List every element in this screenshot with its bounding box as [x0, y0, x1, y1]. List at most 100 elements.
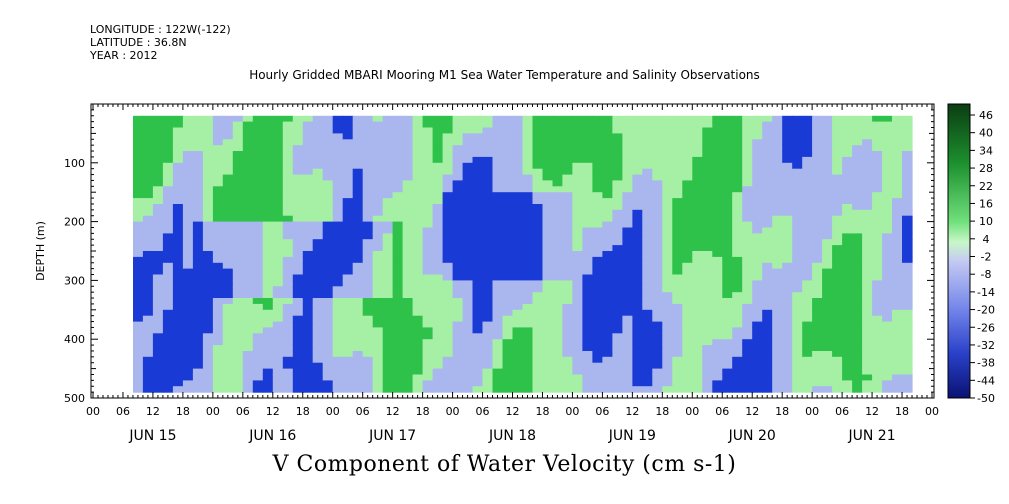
heatmap-cell [242, 162, 254, 170]
heatmap-cell [572, 303, 583, 311]
heatmap-cell [312, 133, 324, 140]
heatmap-cell [752, 298, 763, 305]
heatmap-cell [432, 127, 444, 134]
heatmap-cell [672, 292, 683, 299]
heatmap-cell [292, 180, 304, 187]
heatmap-cell [892, 204, 903, 211]
heatmap-cell [522, 215, 534, 223]
heatmap-cell [262, 168, 274, 176]
heatmap-cell [202, 221, 214, 229]
heatmap-cell [462, 209, 474, 217]
heatmap-cell [133, 221, 144, 229]
heatmap-cell [682, 115, 693, 123]
heatmap-cell [282, 368, 294, 376]
heatmap-cell [852, 251, 863, 258]
x-tick-label: 18 [416, 405, 430, 418]
heatmap-cell [822, 292, 833, 299]
heatmap-cell [642, 256, 653, 264]
heatmap-cell [532, 356, 544, 364]
heatmap-cell [232, 162, 244, 170]
heatmap-cell [372, 251, 384, 258]
heatmap-cell [512, 339, 524, 346]
heatmap-cell [342, 345, 354, 352]
heatmap-cell [192, 327, 204, 334]
heatmap-cell [892, 327, 903, 334]
heatmap-cell [662, 374, 673, 381]
heatmap-cell [142, 204, 154, 211]
heatmap-cell [202, 351, 214, 358]
heatmap-cell [222, 262, 234, 270]
heatmap-cell [342, 245, 354, 252]
heatmap-cell [862, 374, 873, 381]
heatmap-cell [752, 345, 763, 352]
heatmap-cell [582, 315, 593, 323]
heatmap-cell [892, 280, 903, 287]
heatmap-cell [642, 192, 653, 199]
heatmap-cell [862, 227, 873, 234]
heatmap-cell [552, 174, 564, 182]
heatmap-cell [632, 180, 643, 187]
heatmap-cell [282, 362, 294, 370]
heatmap-cell [812, 292, 823, 299]
heatmap-cell [412, 351, 424, 358]
heatmap-cell [902, 292, 913, 299]
heatmap-cell [232, 239, 244, 246]
heatmap-cell [162, 192, 174, 199]
heatmap-cell [462, 309, 474, 317]
heatmap-cell [532, 204, 544, 211]
heatmap-cell [362, 198, 374, 205]
heatmap-cell [282, 286, 294, 293]
heatmap-cell [582, 133, 593, 140]
heatmap-cell [502, 351, 514, 358]
heatmap-cell [582, 386, 593, 393]
heatmap-cell [762, 221, 773, 229]
heatmap-cell [192, 256, 204, 264]
heatmap-cell [902, 251, 913, 258]
heatmap-cell [362, 386, 374, 393]
heatmap-cell [412, 186, 424, 193]
heatmap-cell [572, 321, 583, 329]
heatmap-cell [342, 321, 354, 329]
heatmap-cell [612, 145, 623, 152]
heatmap-cell [752, 256, 763, 264]
heatmap-cell [612, 139, 623, 146]
heatmap-cell [202, 215, 214, 223]
heatmap-cell [632, 115, 643, 123]
heatmap-cell [242, 204, 254, 211]
heatmap-cell [742, 292, 753, 299]
heatmap-cell [872, 209, 883, 217]
heatmap-cell [502, 362, 514, 370]
heatmap-cell [882, 356, 893, 364]
heatmap-cell [752, 227, 763, 234]
heatmap-cell [812, 327, 823, 334]
heatmap-cell [572, 156, 583, 164]
heatmap-cell [742, 156, 753, 164]
heatmap-cell [862, 292, 873, 299]
heatmap-cell [782, 356, 793, 364]
heatmap-cell [152, 192, 164, 199]
heatmap-cell [702, 286, 713, 293]
heatmap-cell [872, 315, 883, 323]
heatmap-cell [332, 362, 344, 370]
heatmap-cell [842, 186, 853, 193]
heatmap-cell [842, 368, 853, 376]
heatmap-cell [432, 186, 444, 193]
heatmap-cell [712, 121, 723, 129]
heatmap-cell [602, 198, 613, 205]
heatmap-cell [792, 168, 803, 176]
heatmap-cell [152, 256, 164, 264]
heatmap-cell [252, 380, 264, 387]
heatmap-cell [282, 168, 294, 176]
heatmap-cell [772, 139, 783, 146]
heatmap-cell [372, 115, 384, 123]
heatmap-cell [692, 127, 703, 134]
heatmap-cell [362, 168, 374, 176]
heatmap-cell [212, 209, 224, 217]
heatmap-cell [172, 239, 184, 246]
heatmap-cell [322, 245, 334, 252]
heatmap-cell [632, 309, 643, 317]
heatmap-cell [902, 274, 913, 281]
heatmap-cell [202, 327, 214, 334]
heatmap-cell [242, 298, 254, 305]
heatmap-cell [352, 204, 364, 211]
